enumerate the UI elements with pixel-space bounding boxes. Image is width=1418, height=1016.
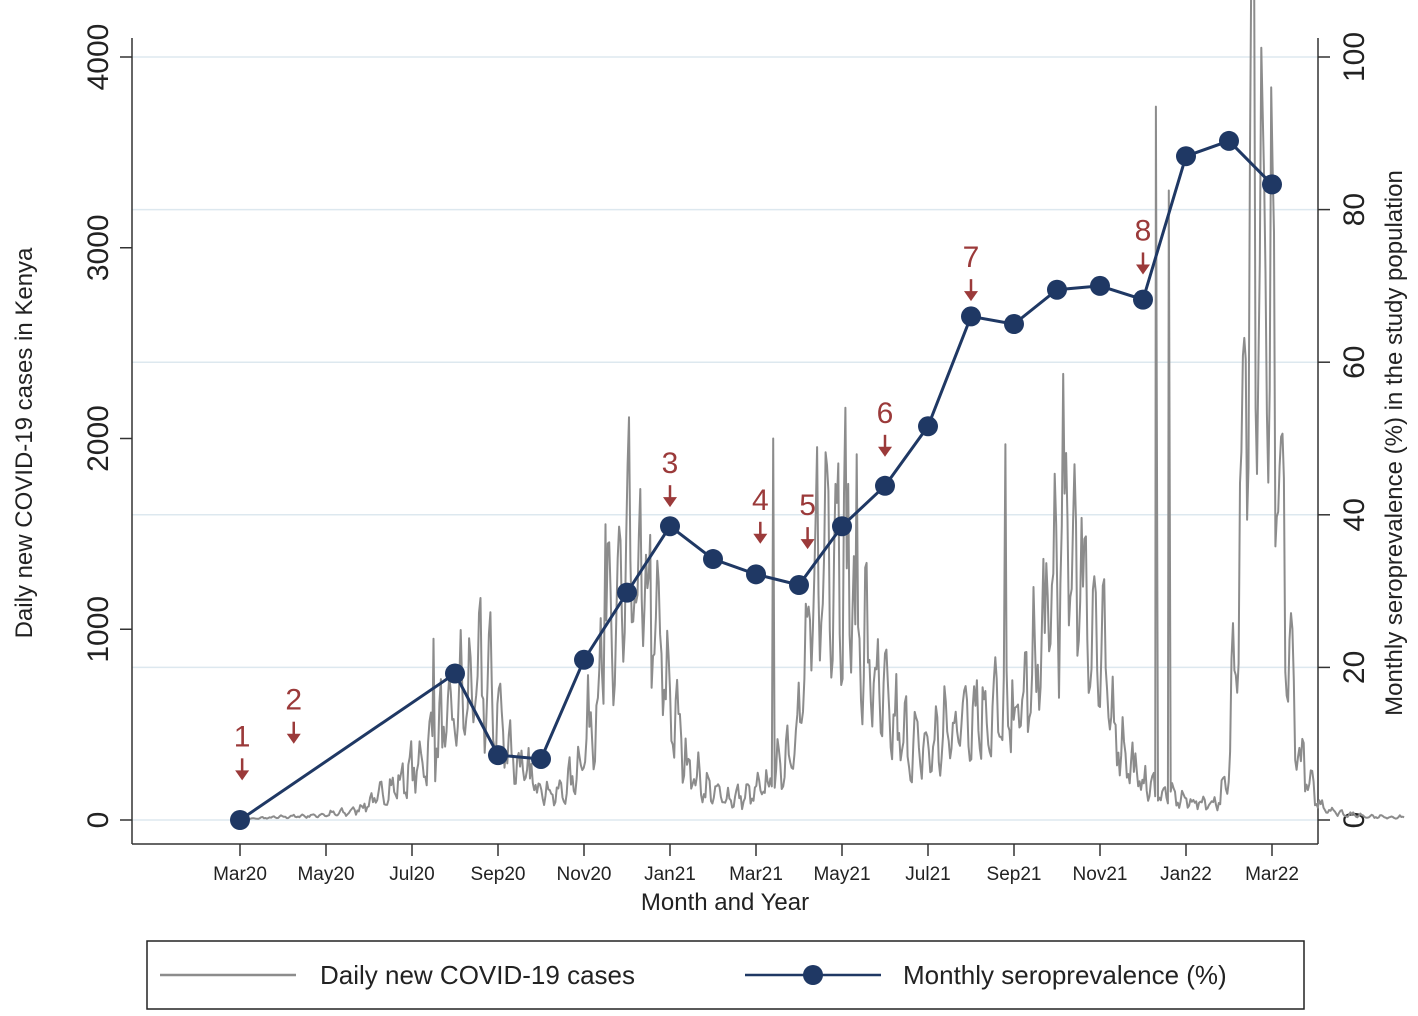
annotation-label: 1 <box>234 720 251 753</box>
left-tick-label: 1000 <box>82 596 115 663</box>
x-tick-label: Jan21 <box>644 864 696 885</box>
legend-box <box>146 940 1305 1010</box>
daily-cases-line <box>239 0 1405 821</box>
annotation-arrow-head <box>286 733 301 744</box>
seroprevalence-marker <box>1090 275 1110 296</box>
x-tick-label: May20 <box>297 864 354 885</box>
left-tick-label: 4000 <box>82 24 115 91</box>
x-tick-label: Nov20 <box>557 864 612 885</box>
right-tick-label: 60 <box>1338 346 1371 379</box>
x-axis-title: Month and Year <box>641 889 809 916</box>
annotation-label: 2 <box>285 684 302 717</box>
seroprevalence-marker <box>1047 279 1067 300</box>
y-axis-right-title: Monthly seroprevalence (%) in the study … <box>1381 170 1408 716</box>
x-tick-label: Jul20 <box>389 864 434 885</box>
right-tick-label: 40 <box>1338 498 1371 531</box>
legend-daily-label: Daily new COVID-19 cases <box>320 960 635 990</box>
gridlines <box>132 56 1318 821</box>
legend-sero-swatch-marker <box>803 965 823 985</box>
annotation-label: 3 <box>662 447 679 480</box>
x-tick-label: Nov21 <box>1073 864 1128 885</box>
x-tick-label: Sep21 <box>987 864 1042 885</box>
right-tick-label: 80 <box>1338 193 1371 226</box>
annotations: 1 2 3 4 5 6 7 8 <box>234 214 1152 781</box>
x-tick-label: May21 <box>813 864 870 885</box>
left-axis-ticks: 0 1000 2000 3000 4000 <box>82 24 132 829</box>
x-tick-label: Mar21 <box>729 864 783 885</box>
annotation-arrow-head <box>1136 264 1150 275</box>
seroprevalence-marker <box>617 582 637 603</box>
x-tick-label: Mar22 <box>1245 864 1299 885</box>
left-tick-label: 3000 <box>82 214 115 281</box>
annotation-arrow-head <box>235 770 250 781</box>
annotation-arrow-head <box>800 539 815 550</box>
daily-cases-series <box>239 0 1405 821</box>
seroprevalence-marker <box>574 649 594 670</box>
seroprevalence-marker <box>531 748 551 769</box>
seroprevalence-marker <box>832 516 852 537</box>
x-tick-label: Jul21 <box>905 864 950 885</box>
seroprevalence-marker <box>875 475 895 496</box>
annotation-label: 5 <box>799 489 816 522</box>
seroprevalence-marker <box>1219 130 1239 151</box>
y-axis-left-title: Daily new COVID-19 cases in Kenya <box>11 247 38 638</box>
annotation-label: 7 <box>963 241 980 274</box>
legend: Daily new COVID-19 cases Monthly seropre… <box>146 940 1305 1010</box>
seroprevalence-marker <box>230 810 250 830</box>
x-axis-ticks: Mar20 May20 Jul20 Sep20 Nov20 Jan21 Mar21 May21… <box>213 844 1299 885</box>
x-tick-label: Mar20 <box>213 864 267 885</box>
annotation-arrow-head <box>753 533 768 544</box>
seroprevalence-marker <box>1262 174 1282 195</box>
seroprevalence-marker <box>1176 146 1196 167</box>
left-tick-label: 0 <box>82 812 115 829</box>
annotation-arrow-head <box>663 497 677 508</box>
left-tick-label: 2000 <box>82 405 115 472</box>
annotation-label: 8 <box>1135 214 1152 247</box>
seroprevalence-series <box>230 130 1282 830</box>
seroprevalence-marker <box>918 416 938 437</box>
legend-sero-label: Monthly seroprevalence (%) <box>903 960 1227 990</box>
seroprevalence-marker <box>703 549 723 570</box>
seroprevalence-marker <box>789 574 809 595</box>
annotation-arrow-head <box>964 291 978 302</box>
annotation-label: 4 <box>752 484 769 517</box>
x-tick-label: Sep20 <box>471 864 526 885</box>
seroprevalence-marker <box>1004 314 1024 335</box>
right-tick-label: 100 <box>1338 32 1371 82</box>
right-tick-label: 20 <box>1338 651 1371 684</box>
plot-background <box>132 38 1318 844</box>
seroprevalence-marker <box>445 663 465 684</box>
seroprevalence-marker <box>746 564 766 585</box>
annotation-label: 6 <box>877 397 894 430</box>
x-tick-label: Jan22 <box>1160 864 1212 885</box>
annotation-arrow-head <box>878 446 892 457</box>
seroprevalence-marker <box>961 306 981 327</box>
seroprevalence-marker <box>488 745 508 766</box>
seroprevalence-marker <box>1133 289 1153 310</box>
seroprevalence-marker <box>660 516 680 537</box>
